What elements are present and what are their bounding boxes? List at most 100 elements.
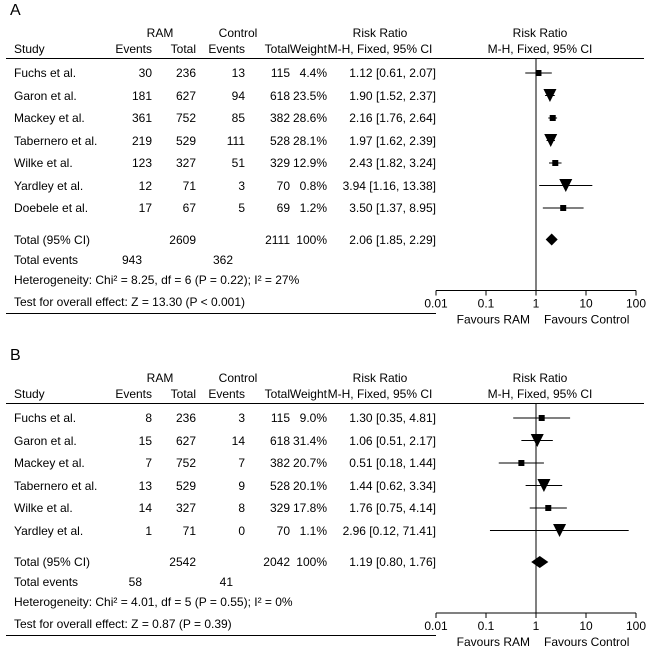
weight: 23.5% bbox=[292, 88, 327, 103]
study-name: Wilke et al. bbox=[14, 501, 73, 515]
weight: 12.9% bbox=[292, 156, 327, 170]
point-estimate-square bbox=[518, 460, 525, 466]
risk-ratio-method-header: M-H, Fixed, 95% CI bbox=[327, 387, 433, 401]
group-ram-header: RAM bbox=[146, 371, 174, 385]
heterogeneity-stat: Heterogeneity: Chi² = 4.01, df = 5 (P = … bbox=[14, 595, 293, 609]
risk-ratio-header: Risk Ratio bbox=[352, 26, 408, 40]
control-events: 3 bbox=[238, 178, 245, 193]
control-total: 115 bbox=[270, 411, 290, 425]
ram-events: 13 bbox=[138, 478, 152, 493]
risk-ratio-ci: 2.16 [1.76, 2.64] bbox=[349, 111, 436, 125]
study-name: Mackey et al. bbox=[14, 111, 85, 125]
point-estimate-square bbox=[538, 415, 545, 421]
ram-total: 752 bbox=[175, 111, 196, 125]
risk-ratio-ci: 3.94 [1.16, 13.38] bbox=[342, 178, 436, 193]
control-total: 382 bbox=[269, 111, 290, 125]
study-column-header: Study bbox=[14, 42, 45, 56]
control-total-header: Total bbox=[264, 42, 290, 56]
table-bottom-rule bbox=[6, 312, 436, 314]
group-ram-header: RAM bbox=[146, 26, 174, 40]
ram-total: 327 bbox=[175, 156, 196, 170]
ram-events: 219 bbox=[131, 133, 152, 148]
weight: 31.4% bbox=[292, 433, 327, 448]
control-total: 329 bbox=[269, 501, 290, 515]
x-axis-tick-label: 1 bbox=[533, 297, 540, 311]
ram-events: 181 bbox=[131, 88, 152, 103]
x-axis-tick-label: 100 bbox=[626, 619, 646, 633]
plot-title-header: Risk Ratio bbox=[512, 26, 568, 40]
study-name: Tabernero et al. bbox=[14, 478, 98, 493]
point-estimate-square bbox=[535, 70, 542, 76]
favours-control-label: Favours Control bbox=[544, 635, 629, 649]
ram-total: 67 bbox=[182, 201, 196, 215]
panel-letter: B bbox=[10, 347, 21, 364]
weight: 28.6% bbox=[292, 111, 327, 125]
control-events: 85 bbox=[231, 111, 245, 125]
total-events-label: Total events bbox=[14, 252, 79, 267]
risk-ratio-ci: 3.50 [1.37, 8.95] bbox=[349, 201, 436, 215]
control-total: 528 bbox=[269, 133, 290, 148]
forest-plot-b: 0.01 0.1 1 10 100 Favours RAM Favours Control bbox=[424, 403, 646, 649]
control-events: 51 bbox=[231, 156, 245, 170]
control-events: 14 bbox=[231, 433, 245, 448]
ram-events-header: Events bbox=[115, 42, 152, 56]
x-axis-tick-label: 0.01 bbox=[424, 297, 448, 311]
point-estimate-triangle bbox=[553, 524, 567, 537]
weight: 28.1% bbox=[292, 133, 327, 148]
total-events-ram: 943 bbox=[121, 252, 142, 267]
total-weight: 100% bbox=[296, 555, 327, 569]
ram-total: 236 bbox=[175, 66, 196, 80]
weight: 4.4% bbox=[299, 66, 327, 80]
overall-effect-stat: Test for overall effect: Z = 0.87 (P = 0… bbox=[14, 617, 232, 631]
ram-events: 15 bbox=[138, 433, 152, 448]
risk-ratio-header: Risk Ratio bbox=[352, 371, 408, 385]
study-name: Tabernero et al. bbox=[14, 133, 98, 148]
forest-plot-a: 0.01 0.1 1 10 100 Favours RAM Favours Control bbox=[424, 58, 646, 327]
risk-ratio-method-header: M-H, Fixed, 95% CI bbox=[327, 42, 433, 56]
point-estimate-triangle bbox=[544, 134, 558, 147]
ram-events: 12 bbox=[138, 178, 152, 193]
risk-ratio-ci: 1.44 [0.62, 3.34] bbox=[349, 478, 436, 493]
total-events-label: Total events bbox=[14, 575, 79, 589]
ram-events-header: Events bbox=[115, 387, 152, 401]
study-name: Fuchs et al. bbox=[14, 411, 77, 425]
point-estimate-square bbox=[545, 505, 552, 511]
control-events: 7 bbox=[238, 456, 245, 470]
study-name: Mackey et al. bbox=[14, 456, 85, 470]
weight: 20.7% bbox=[292, 456, 327, 470]
control-total: 329 bbox=[269, 156, 290, 170]
ram-events: 1 bbox=[145, 523, 152, 538]
heterogeneity-stat: Heterogeneity: Chi² = 8.25, df = 6 (P = … bbox=[14, 272, 300, 287]
control-total: 70 bbox=[276, 178, 290, 193]
ram-total: 71 bbox=[182, 178, 196, 193]
x-axis-tick-label: 10 bbox=[579, 619, 593, 633]
study-column-header: Study bbox=[14, 387, 45, 401]
risk-ratio-ci: 1.06 [0.51, 2.17] bbox=[349, 433, 436, 448]
total-events-control: 362 bbox=[212, 252, 233, 267]
point-estimate-square bbox=[560, 205, 567, 211]
favours-control-label: Favours Control bbox=[544, 313, 629, 327]
ram-total: 627 bbox=[175, 433, 196, 448]
weight: 17.8% bbox=[292, 501, 327, 515]
overall-effect-stat: Test for overall effect: Z = 13.30 (P < … bbox=[14, 294, 246, 309]
study-name: Doebele et al. bbox=[14, 201, 89, 215]
ram-events: 8 bbox=[145, 411, 152, 425]
x-axis-tick-label: 100 bbox=[626, 297, 646, 311]
x-axis-tick-label: 0.1 bbox=[478, 619, 495, 633]
weight: 9.0% bbox=[299, 411, 327, 425]
control-events: 13 bbox=[231, 66, 245, 80]
ram-total: 529 bbox=[175, 478, 196, 493]
point-estimate-triangle bbox=[537, 479, 551, 492]
total-control: 2042 bbox=[263, 555, 290, 569]
control-events: 111 bbox=[226, 133, 245, 148]
ram-events: 7 bbox=[145, 456, 152, 470]
plot-method-header: M-H, Fixed, 95% CI bbox=[487, 387, 593, 401]
total-events-ram: 58 bbox=[128, 575, 142, 589]
control-total: 70 bbox=[276, 523, 290, 538]
risk-ratio-ci: 2.96 [0.12, 71.41] bbox=[342, 523, 436, 538]
ram-events: 361 bbox=[131, 111, 152, 125]
weight: 0.8% bbox=[299, 178, 327, 193]
study-name: Fuchs et al. bbox=[14, 66, 77, 80]
weight: 20.1% bbox=[292, 478, 327, 493]
plot-method-header: M-H, Fixed, 95% CI bbox=[487, 42, 593, 56]
